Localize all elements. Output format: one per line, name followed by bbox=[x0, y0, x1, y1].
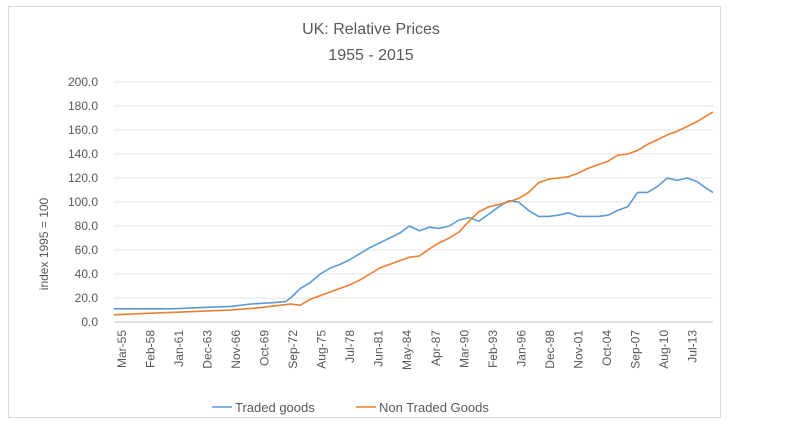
chart-subtitle: 1955 - 2015 bbox=[328, 47, 414, 64]
y-tick-label: 60.0 bbox=[75, 243, 99, 257]
x-tick-label: Feb-93 bbox=[486, 330, 500, 368]
y-tick-label: 160.0 bbox=[68, 123, 98, 137]
x-tick-label: Nov-01 bbox=[571, 330, 585, 369]
y-tick-label: 20.0 bbox=[75, 291, 99, 305]
x-tick-label: Aug-10 bbox=[657, 330, 671, 369]
x-tick-label: Mar-55 bbox=[115, 330, 129, 368]
chart-title: UK: Relative Prices bbox=[302, 21, 440, 38]
y-tick-label: 40.0 bbox=[75, 267, 99, 281]
legend-label-nontraded: Non Traded Goods bbox=[379, 400, 489, 415]
x-tick-labels: Mar-55 Feb-58 Jan-61 Dec-63 Nov-66 Oct-69 Sep-… bbox=[115, 330, 699, 370]
x-tick-label: Jun-81 bbox=[372, 330, 386, 367]
x-tick-label: Sep-07 bbox=[628, 330, 642, 369]
x-tick-label: Nov-66 bbox=[229, 330, 243, 369]
legend: Traded goods Non Traded Goods bbox=[212, 400, 489, 415]
x-tick-label: May-84 bbox=[400, 330, 414, 370]
chart-frame bbox=[8, 6, 721, 418]
x-tick-label: Jan-61 bbox=[172, 330, 186, 367]
legend-label-traded: Traded goods bbox=[235, 400, 315, 415]
y-tick-labels: 0.0 20.0 40.0 60.0 80.0 100.0 120.0 140.0 160.0 1… bbox=[68, 75, 98, 329]
y-tick-label: 80.0 bbox=[75, 219, 99, 233]
x-tick-label: Jul-78 bbox=[343, 330, 357, 363]
x-tick-label: Apr-87 bbox=[429, 330, 443, 366]
series-lines bbox=[113, 111, 714, 316]
x-tick-label: Oct-04 bbox=[600, 330, 614, 366]
y-tick-label: 180.0 bbox=[68, 99, 98, 113]
x-tick-label: Mar-90 bbox=[457, 330, 471, 368]
y-axis-label: index 1995 = 100 bbox=[37, 197, 51, 290]
x-tick-label: Dec-63 bbox=[201, 330, 215, 369]
x-tick-label: Jul-13 bbox=[685, 330, 699, 363]
y-tick-label: 200.0 bbox=[68, 75, 98, 89]
series-line-non-traded-goods bbox=[113, 111, 714, 316]
y-tick-label: 120.0 bbox=[68, 171, 98, 185]
x-tick-label: Dec-98 bbox=[543, 330, 557, 369]
gridlines bbox=[114, 81, 713, 323]
x-tick-label: Jan-96 bbox=[514, 330, 528, 367]
series-line-traded-goods bbox=[114, 177, 714, 310]
y-tick-label: 140.0 bbox=[68, 147, 98, 161]
x-tick-label: Oct-69 bbox=[258, 330, 272, 366]
y-tick-label: 100.0 bbox=[68, 195, 98, 209]
y-tick-label: 0.0 bbox=[81, 315, 98, 329]
x-tick-label: Sep-72 bbox=[286, 330, 300, 369]
x-tick-label: Feb-58 bbox=[144, 330, 158, 368]
x-tick-label: Aug-75 bbox=[315, 330, 329, 369]
